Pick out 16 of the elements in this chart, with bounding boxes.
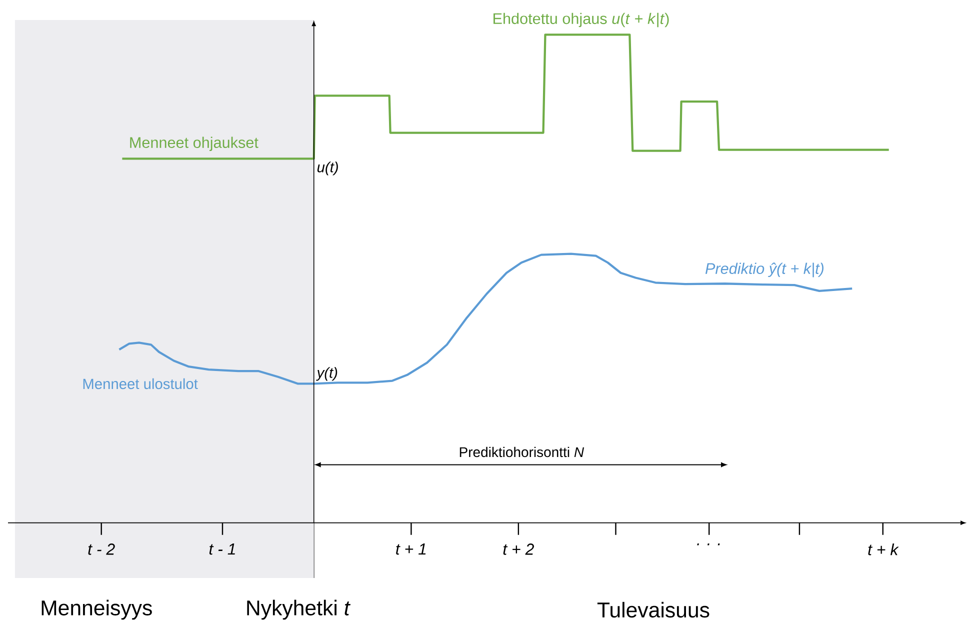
text: Ehdotettu ohjaus u(t + k|t) <box>494 12 669 28</box>
text: Nykyhetki t <box>247 600 351 620</box>
annotation: Menneet ulostulot <box>83 378 198 390</box>
annotation: u(t) <box>317 162 338 176</box>
x-tick-label: t + 2 <box>503 544 534 555</box>
x-tick-label: . . . <box>697 544 720 546</box>
annotation: Prediktiohorisontti N <box>460 446 584 458</box>
x-tick-label: t - 2 <box>88 544 115 555</box>
text: Tulevaisuus <box>597 602 710 618</box>
x-tick-label: t - 1 <box>209 544 235 555</box>
annotation: Prediktio ŷ(t + k|t) <box>705 262 824 278</box>
x-tick-label: t + k <box>868 544 899 556</box>
x-tick-label: t + 1 <box>396 544 426 555</box>
text: Menneisyys <box>42 600 152 620</box>
annotation: Menneet ohjaukset <box>130 136 258 152</box>
annotation: y(t) <box>316 367 338 381</box>
